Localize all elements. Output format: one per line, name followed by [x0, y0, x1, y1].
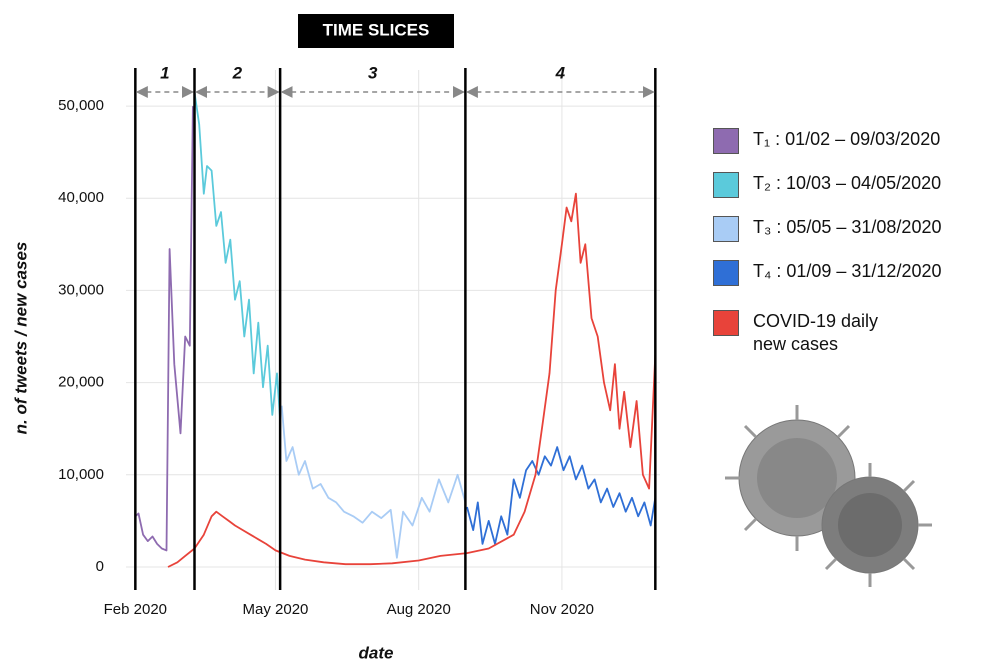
y-tick-label: 50,000	[58, 97, 104, 114]
x-tick-label: Aug 2020	[387, 601, 451, 618]
legend-item: T₂ : 10/03 – 04/05/2020	[713, 172, 981, 216]
slice-label: 4	[555, 63, 566, 82]
y-tick-label: 10,000	[58, 466, 104, 483]
banner-box	[298, 14, 454, 48]
series-line	[134, 106, 194, 552]
legend-label: T₁ : 01/02 – 09/03/2020	[753, 129, 941, 149]
legend-swatch	[713, 172, 739, 198]
legend-item: T₁ : 01/02 – 09/03/2020	[713, 128, 981, 172]
series-line	[280, 405, 467, 559]
legend-swatch	[713, 128, 739, 154]
series-line	[193, 92, 281, 420]
x-tick-label: Feb 2020	[104, 601, 167, 618]
legend-label: T₄ : 01/09 – 31/12/2020	[753, 261, 942, 281]
legend-item: T₃ : 05/05 – 31/08/2020	[713, 216, 981, 260]
legend-label: COVID-19 daily new cases	[753, 311, 879, 354]
y-tick-label: 20,000	[58, 374, 104, 391]
series-line	[466, 446, 657, 545]
slice-label: 1	[160, 63, 169, 82]
series-line	[167, 192, 657, 568]
legend-label: T₂ : 10/03 – 04/05/2020	[753, 173, 942, 193]
grid	[126, 70, 660, 590]
legend-item: COVID-19 daily new cases	[713, 310, 981, 354]
legend-label: T₃ : 05/05 – 31/08/2020	[753, 217, 942, 237]
y-tick-label: 0	[96, 558, 104, 575]
x-axis-title: date	[359, 643, 394, 662]
y-axis-title: n. of tweets / new cases	[11, 242, 30, 435]
slice-label: 2	[232, 63, 243, 82]
legend-swatch	[713, 260, 739, 286]
slice-label: 3	[368, 63, 378, 82]
virus	[725, 405, 932, 587]
legend: T₁ : 01/02 – 09/03/2020 T₂ : 10/03 – 04/0…	[713, 128, 981, 354]
x-tick-label: May 2020	[243, 601, 309, 618]
legend-swatch	[713, 216, 739, 242]
y-tick-label: 30,000	[58, 281, 104, 298]
legend-swatch	[713, 310, 739, 336]
banner: TIME SLICES	[323, 20, 430, 39]
legend-item: T₄ : 01/09 – 31/12/2020	[713, 260, 981, 304]
y-tick-label: 40,000	[58, 189, 104, 206]
x-tick-label: Nov 2020	[530, 601, 594, 618]
